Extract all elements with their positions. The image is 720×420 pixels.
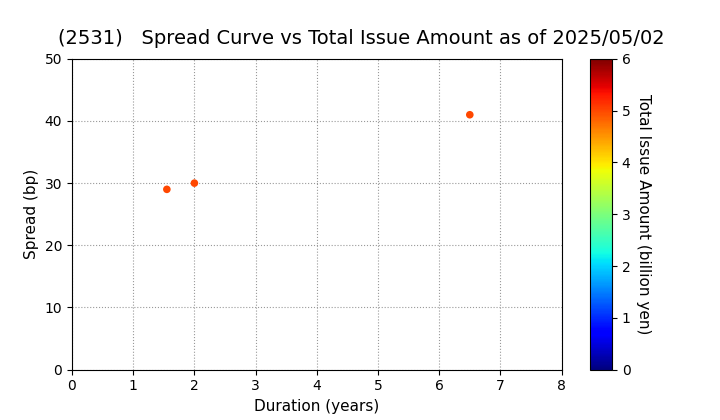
Point [189, 180, 200, 186]
Point [464, 111, 476, 118]
Y-axis label: Total Issue Amount (billion yen): Total Issue Amount (billion yen) [636, 94, 652, 334]
Y-axis label: Spread (bp): Spread (bp) [24, 169, 39, 259]
Text: (2531)   Spread Curve vs Total Issue Amount as of 2025/05/02: (2531) Spread Curve vs Total Issue Amoun… [58, 29, 665, 48]
X-axis label: Duration (years): Duration (years) [254, 399, 379, 414]
Point [161, 186, 173, 193]
